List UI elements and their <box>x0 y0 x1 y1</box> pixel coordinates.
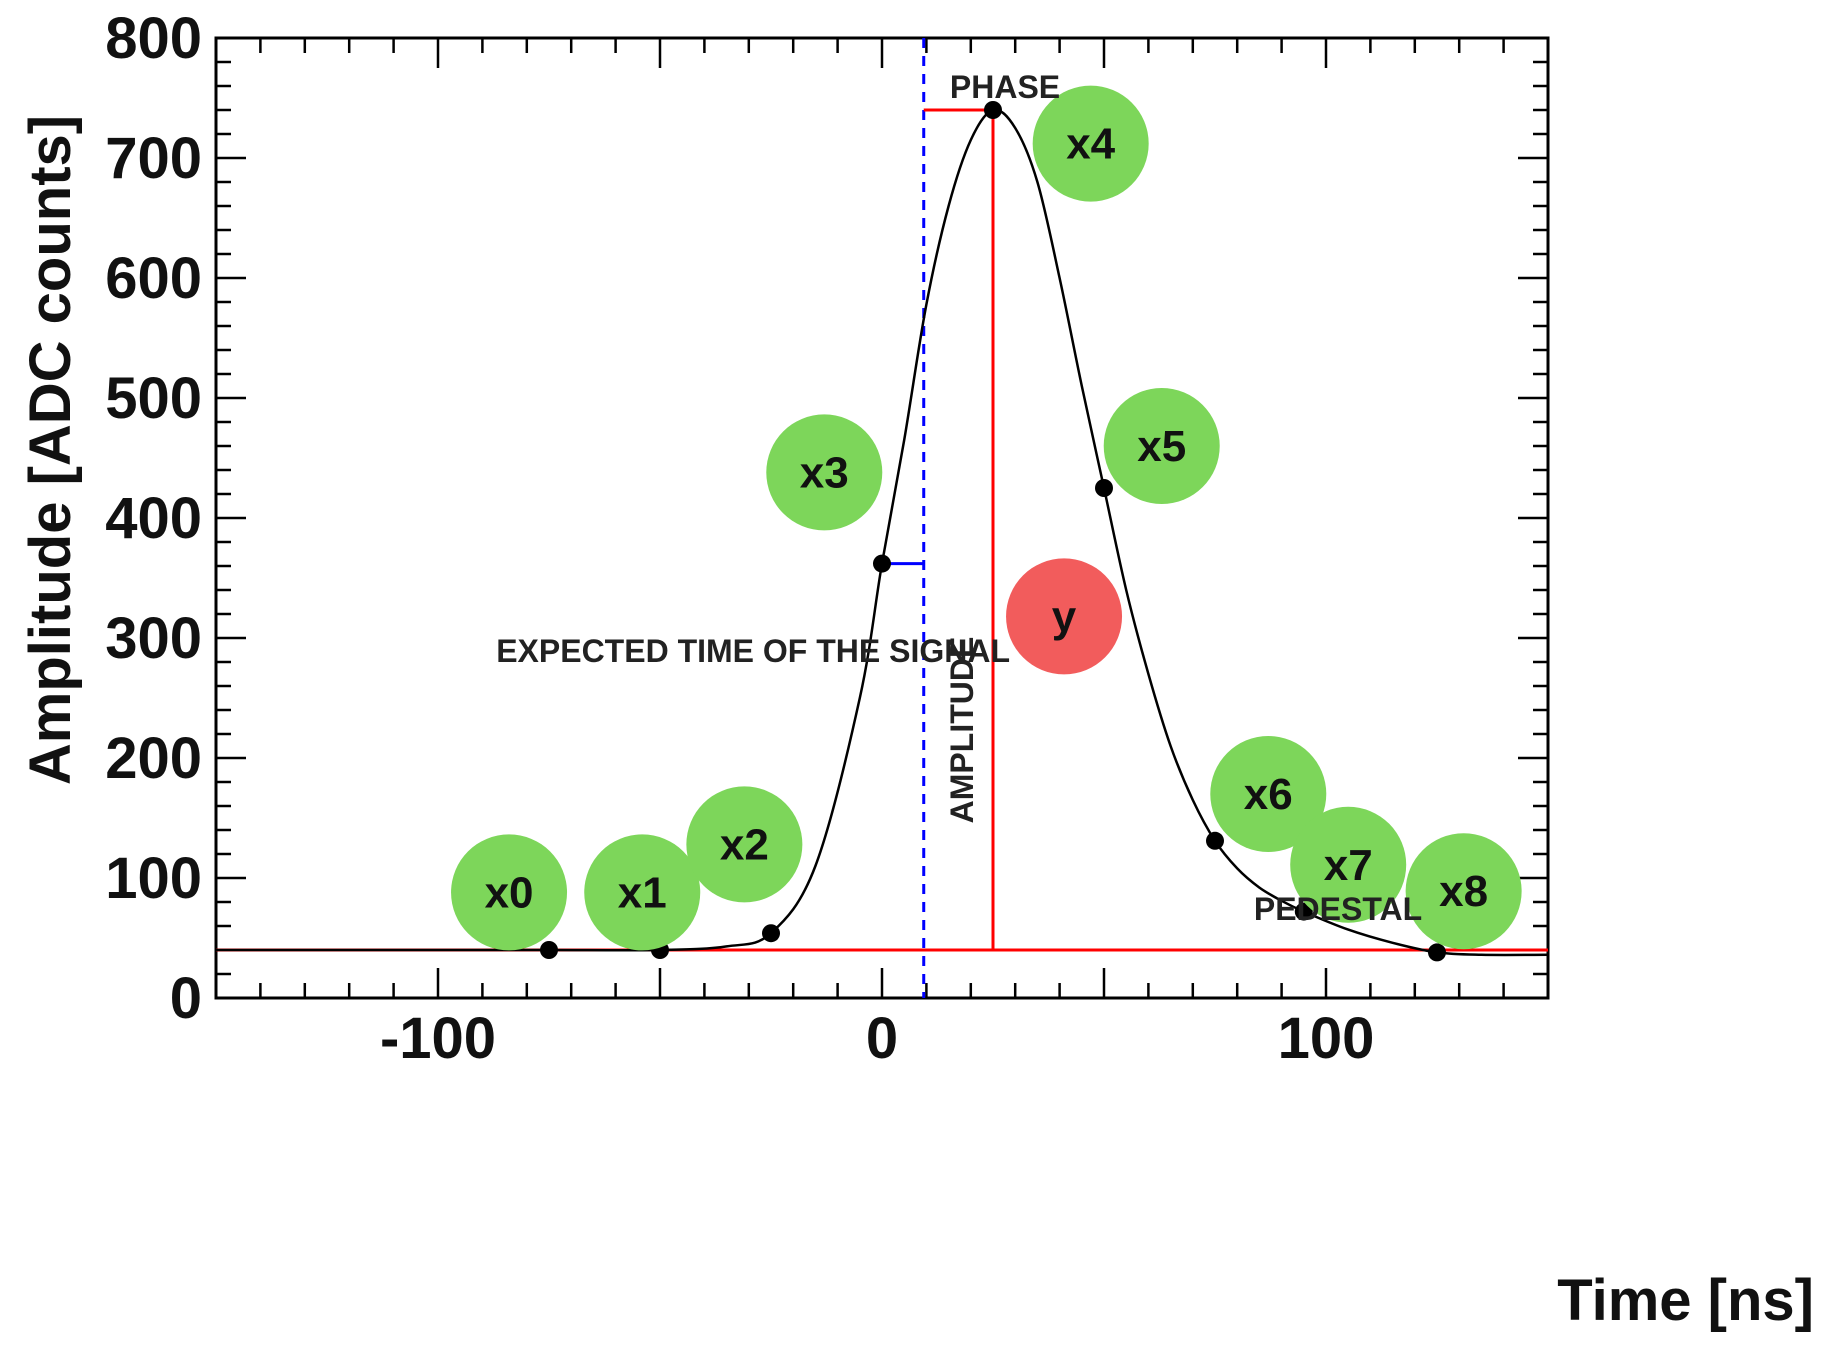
sample-point-x0 <box>540 941 558 959</box>
bubble-x2 <box>686 786 803 903</box>
bubble-x6 <box>1210 736 1327 852</box>
bubble-x8 <box>1405 833 1522 950</box>
sample-point-x6 <box>1206 831 1224 850</box>
expected-time-annotation: EXPECTED TIME OF THE SIGNAL <box>496 633 1010 669</box>
bubble-label-x1: x1 <box>618 868 667 917</box>
bubble-label-x0: x0 <box>485 868 534 917</box>
sample-point-x7 <box>1294 902 1313 921</box>
y-tick-label: 700 <box>105 126 202 191</box>
bubble-x5 <box>1103 388 1220 504</box>
x-tick-label: 100 <box>1278 1006 1375 1071</box>
bubble-label-x7: x7 <box>1324 841 1373 890</box>
x-tick-label: 0 <box>866 1006 898 1071</box>
bubble-y <box>1006 558 1123 675</box>
y-tick-label: 400 <box>105 486 202 551</box>
bubble-label-x4: x4 <box>1066 120 1115 169</box>
bubble-x0 <box>451 834 568 951</box>
phase-annotation: PHASE <box>950 69 1060 105</box>
y-tick-label: 600 <box>105 246 202 311</box>
bubble-x3 <box>766 414 883 531</box>
y-tick-label: 300 <box>105 606 202 671</box>
y-tick-label: 800 <box>105 6 202 71</box>
x-tick-label: -100 <box>380 1006 496 1071</box>
bubble-label-x6: x6 <box>1244 770 1293 819</box>
y-axis-title: Amplitude [ADC counts] <box>18 115 83 785</box>
bubble-label-x8: x8 <box>1439 867 1488 916</box>
sample-point-x4 <box>984 101 1002 119</box>
plot-layer: -100 0 100 0 100 200 300 400 500 600 700 800 x0 x1 x2 x… <box>105 6 1550 1071</box>
y-tick-label: 0 <box>170 966 202 1031</box>
bubble-label-x3: x3 <box>800 448 849 497</box>
bubble-label-x5: x5 <box>1137 422 1186 471</box>
sample-point-x2 <box>762 924 780 943</box>
bubble-label-x2: x2 <box>720 820 769 869</box>
amplitude-annotation: AMPLITUDE <box>944 637 980 824</box>
bubble-label-y: y <box>1052 592 1077 641</box>
sample-point-x3 <box>873 554 891 573</box>
x-axis-title: Time [ns] <box>1557 1268 1814 1333</box>
bubble-x7 <box>1290 806 1407 923</box>
y-tick-label: 500 <box>105 366 202 431</box>
bubble-x4 <box>1032 85 1149 202</box>
y-tick-label: 200 <box>105 726 202 791</box>
sample-point-x8 <box>1428 943 1446 962</box>
y-tick-label: 100 <box>105 846 202 911</box>
sample-point-x5 <box>1095 479 1113 497</box>
pedestal-annotation: PEDESTAL <box>1254 891 1422 927</box>
bubble-x1 <box>584 834 701 951</box>
